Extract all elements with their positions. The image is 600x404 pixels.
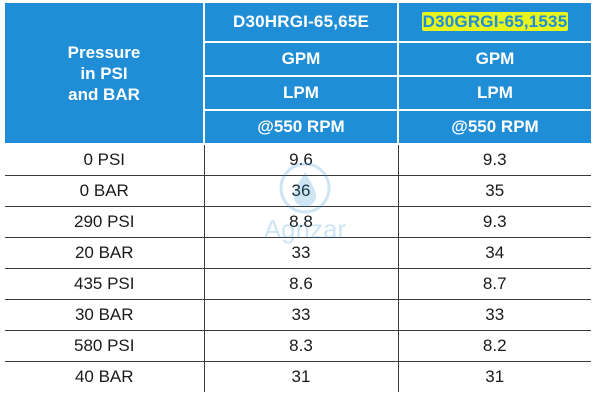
model-a-value-cell: 31 (203, 361, 398, 392)
table-row: 435 PSI 8.6 8.7 (5, 268, 591, 300)
table-row: 20 BAR 33 34 (5, 237, 591, 269)
table-row: 40 BAR 31 31 (5, 361, 591, 392)
pressure-header-line3: and BAR (68, 84, 140, 104)
model-a-value-cell: 33 (203, 237, 398, 269)
table-row: 0 PSI 9.6 9.3 (5, 144, 591, 176)
pump-spec-table: Pressure in PSI and BAR D30HRGI-65,65E D… (5, 3, 591, 392)
table-row: 290 PSI 8.8 9.3 (5, 206, 591, 238)
pressure-header-line1: Pressure (67, 42, 141, 62)
model-b-lpm-header: LPM (397, 76, 591, 111)
model-a-gpm-header: GPM (203, 42, 398, 77)
model-a-value-cell: 8.8 (203, 206, 398, 238)
model-a-rpm-header: @550 RPM (203, 110, 398, 145)
model-b-value-cell: 9.3 (397, 206, 591, 238)
table-row: 0 BAR 36 35 (5, 175, 591, 207)
model-b-value-cell: 31 (397, 361, 591, 392)
pressure-cell: 20 BAR (5, 237, 204, 269)
pressure-header: Pressure in PSI and BAR (5, 3, 204, 145)
model-b-value-cell: 34 (397, 237, 591, 269)
model-a-value-cell: 36 (203, 175, 398, 207)
model-a-value-cell: 8.6 (203, 268, 398, 300)
pressure-cell: 580 PSI (5, 330, 204, 362)
pressure-cell: 0 PSI (5, 144, 204, 176)
model-b-header: D30GRGI-65,1535 (397, 3, 591, 43)
table-row: 30 BAR 33 33 (5, 299, 591, 331)
model-a-value-cell: 9.6 (203, 144, 398, 176)
model-b-value-cell: 33 (397, 299, 591, 331)
model-b-value-cell: 35 (397, 175, 591, 207)
pressure-header-line2: in PSI (80, 63, 128, 83)
table-row: 580 PSI 8.3 8.2 (5, 330, 591, 362)
model-b-value-cell: 9.3 (397, 144, 591, 176)
model-b-highlighted-label: D30GRGI-65,1535 (421, 12, 569, 31)
model-b-rpm-header: @550 RPM (397, 110, 591, 145)
pressure-cell: 0 BAR (5, 175, 204, 207)
pressure-cell: 40 BAR (74, 367, 134, 386)
model-b-value-cell: 8.7 (397, 268, 591, 300)
model-b-value-cell: 8.2 (397, 330, 591, 362)
model-a-value-cell: 8.3 (203, 330, 398, 362)
model-b-gpm-header: GPM (397, 42, 591, 77)
pressure-cell: 435 PSI (5, 268, 204, 300)
pressure-cell: 30 BAR (5, 299, 204, 331)
model-a-lpm-header: LPM (203, 76, 398, 111)
model-a-value-cell: 33 (203, 299, 398, 331)
model-a-header: D30HRGI-65,65E (203, 3, 398, 43)
pressure-cell: 290 PSI (5, 206, 204, 238)
